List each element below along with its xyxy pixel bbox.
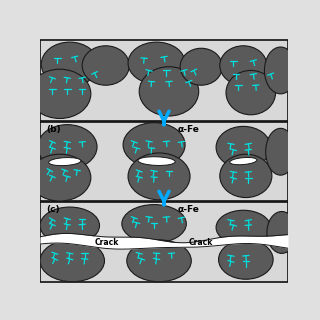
Bar (40, 202, 288, 282)
Ellipse shape (226, 70, 276, 115)
Ellipse shape (266, 128, 295, 175)
Ellipse shape (29, 69, 91, 118)
Ellipse shape (40, 240, 105, 282)
Ellipse shape (219, 240, 273, 279)
Ellipse shape (37, 124, 97, 169)
Ellipse shape (264, 47, 297, 94)
Ellipse shape (127, 240, 191, 282)
Ellipse shape (122, 204, 186, 243)
Ellipse shape (40, 207, 100, 244)
Ellipse shape (216, 126, 271, 168)
Ellipse shape (41, 42, 98, 86)
Ellipse shape (267, 212, 297, 253)
Text: α-Fe: α-Fe (178, 205, 200, 214)
Bar (40, 40, 288, 121)
Ellipse shape (180, 48, 222, 85)
Text: Crack: Crack (95, 238, 119, 247)
Text: α-Fe: α-Fe (178, 125, 200, 134)
Ellipse shape (230, 157, 257, 165)
Ellipse shape (216, 210, 271, 245)
Ellipse shape (123, 123, 185, 167)
Ellipse shape (220, 154, 272, 197)
Ellipse shape (49, 157, 81, 166)
Text: Crack: Crack (189, 238, 213, 247)
Bar (40, 122, 288, 201)
Ellipse shape (128, 42, 185, 84)
Ellipse shape (138, 157, 175, 165)
Ellipse shape (82, 46, 129, 85)
Text: (c): (c) (46, 205, 60, 214)
Ellipse shape (139, 67, 199, 116)
Text: (b): (b) (46, 125, 61, 134)
Ellipse shape (220, 46, 267, 85)
Ellipse shape (29, 154, 91, 201)
Ellipse shape (128, 153, 190, 200)
